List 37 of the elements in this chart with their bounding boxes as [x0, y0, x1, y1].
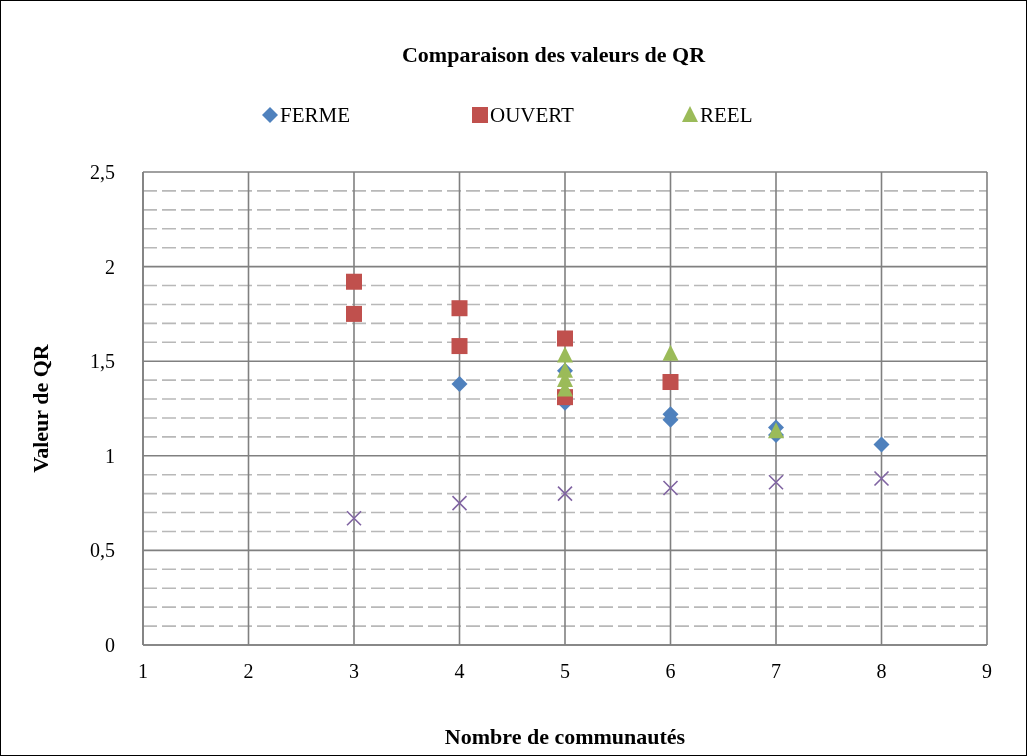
x-tick-label: 7 — [771, 660, 781, 682]
legend-label: FERME — [280, 103, 351, 127]
point — [768, 474, 784, 491]
legend-label: OUVERT — [490, 103, 575, 127]
x-tick-label: 3 — [349, 660, 359, 682]
chart-title: Comparaison des valeurs de QR — [401, 42, 707, 67]
x-tick-label: 8 — [876, 660, 887, 682]
point — [346, 273, 362, 290]
x-tick-label: 5 — [560, 660, 570, 682]
y-tick-label: 1 — [105, 444, 115, 467]
point — [557, 330, 573, 347]
x-tick-label: 1 — [138, 660, 148, 682]
y-tick-label: 0 — [105, 634, 115, 656]
point — [346, 510, 362, 527]
y-axis-title: Valeur de QR — [28, 343, 53, 473]
x-tick-label: 9 — [982, 660, 992, 682]
point — [346, 305, 362, 322]
point — [451, 338, 468, 355]
y-tick-label: 2 — [105, 255, 115, 278]
point — [451, 300, 468, 317]
point — [873, 436, 890, 453]
legend-label: REEL — [700, 103, 753, 127]
point — [662, 344, 679, 361]
point — [557, 346, 573, 363]
y-tick-label: 1,5 — [90, 350, 115, 373]
x-axis-title: Nombre de communautés — [444, 724, 686, 749]
point — [662, 480, 679, 496]
y-tick-label: 0,5 — [90, 539, 115, 562]
x-tick-label: 2 — [243, 660, 254, 682]
point — [451, 375, 468, 392]
y-tick-label: 2,5 — [90, 161, 115, 183]
point — [557, 485, 573, 502]
x-tick-label: 6 — [665, 660, 676, 682]
x-tick-label: 4 — [454, 660, 465, 682]
point — [662, 374, 679, 391]
point — [873, 470, 890, 487]
point — [451, 495, 468, 511]
